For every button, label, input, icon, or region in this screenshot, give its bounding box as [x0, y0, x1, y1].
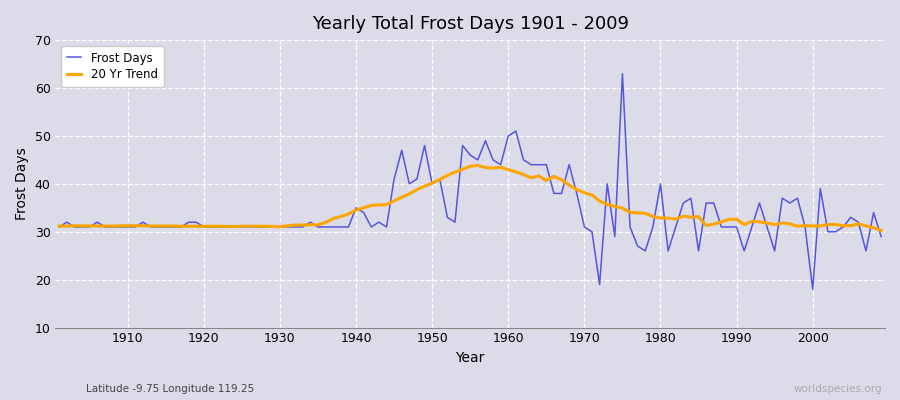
- 20 Yr Trend: [328, 216, 338, 221]
- Frost Days: [594, 282, 605, 287]
- Frost Days: [807, 287, 818, 292]
- 20 Yr Trend: [510, 170, 521, 174]
- Line: 20 Yr Trend: 20 Yr Trend: [59, 166, 881, 230]
- 20 Yr Trend: [503, 167, 514, 172]
- Text: worldspecies.org: worldspecies.org: [794, 384, 882, 394]
- Frost Days: [282, 224, 292, 229]
- Frost Days: [617, 71, 628, 76]
- Text: Latitude -9.75 Longitude 119.25: Latitude -9.75 Longitude 119.25: [86, 384, 254, 394]
- Frost Days: [328, 224, 338, 229]
- Frost Days: [495, 162, 506, 167]
- Frost Days: [876, 234, 886, 239]
- 20 Yr Trend: [282, 223, 292, 228]
- 20 Yr Trend: [876, 228, 886, 233]
- 20 Yr Trend: [472, 163, 483, 168]
- Line: Frost Days: Frost Days: [59, 74, 881, 289]
- Frost Days: [54, 224, 65, 229]
- 20 Yr Trend: [114, 224, 125, 228]
- X-axis label: Year: Year: [455, 351, 485, 365]
- Y-axis label: Frost Days: Frost Days: [15, 148, 29, 220]
- 20 Yr Trend: [54, 224, 65, 228]
- Legend: Frost Days, 20 Yr Trend: Frost Days, 20 Yr Trend: [61, 46, 164, 87]
- Title: Yearly Total Frost Days 1901 - 2009: Yearly Total Frost Days 1901 - 2009: [311, 15, 629, 33]
- Frost Days: [114, 224, 125, 229]
- Frost Days: [503, 134, 514, 138]
- 20 Yr Trend: [602, 202, 613, 207]
